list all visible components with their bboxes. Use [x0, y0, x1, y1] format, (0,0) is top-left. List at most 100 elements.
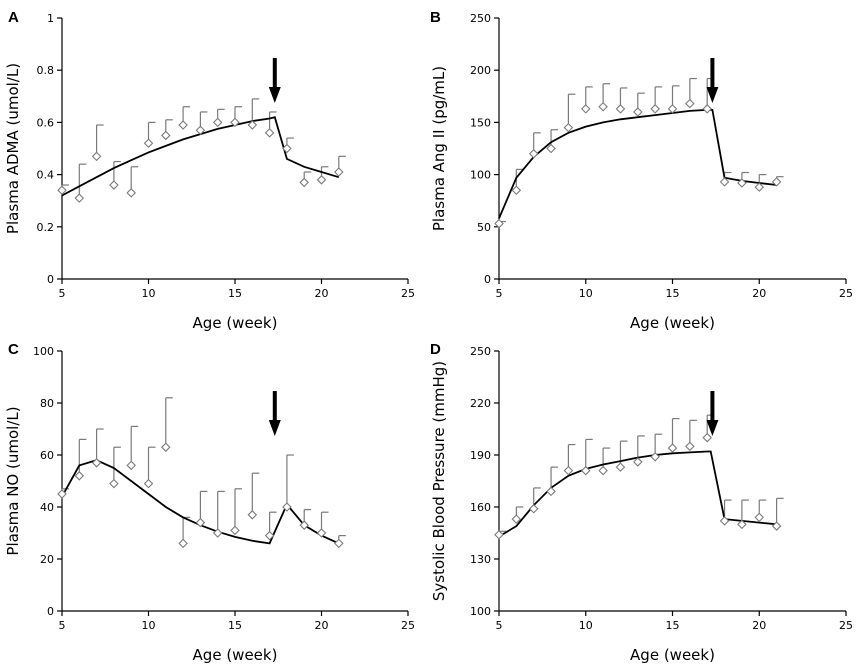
- panel-d-data-point: [546, 486, 556, 497]
- panel-d-x-tick-label: 25: [839, 619, 853, 632]
- panel-a-y-axis-title: Plasma ADMA (umol/L): [4, 63, 22, 234]
- panel-b-data-point: [771, 177, 782, 187]
- panel-b-data-point: [511, 185, 522, 196]
- panel-c-y-tick-label: 100: [33, 345, 54, 358]
- panel-a-y-tick-label: 0.6: [37, 116, 55, 129]
- panel-c-y-tick-label: 40: [40, 501, 54, 514]
- panel-a-letter: A: [8, 9, 19, 26]
- panel-b-data-point: [719, 177, 730, 187]
- panel-d-y-tick-label: 100: [470, 605, 491, 618]
- panel-c-data-point: [126, 460, 136, 471]
- panel-c-x-axis-title: Age (week): [193, 646, 278, 664]
- panel-d-data-point: [719, 516, 730, 526]
- panel-d: D 100 130 160 190 220 250 5 10 15 20 25 Age (week) Sy…: [430, 341, 853, 664]
- panel-c-y-axis-title: Plasma NO (umol/L): [4, 406, 22, 555]
- panel-b-y-axis-title: Plasma Ang II (pg/mL): [430, 66, 448, 231]
- panel-c-data-point: [57, 489, 67, 499]
- panel-a-x-tick-label: 5: [59, 287, 66, 300]
- panel-c: C 0 20 40 60 80 100 5 10 15 20 25 Age (week) Plasma N…: [4, 341, 415, 664]
- panel-c-x-tick-label: 5: [59, 619, 66, 632]
- panel-d-data-point: [598, 465, 608, 476]
- panel-b-data-point: [754, 182, 765, 192]
- panel-a-data-point: [212, 117, 223, 128]
- panel-d-data-point: [702, 432, 712, 443]
- panel-d-y-tick-label: 190: [470, 449, 491, 462]
- panel-a-x-tick-label: 20: [315, 287, 329, 300]
- panel-c-y-tick-label: 0: [47, 605, 54, 618]
- panel-c-data-point: [247, 510, 258, 520]
- panel-d-x-axis-title: Age (week): [630, 646, 715, 664]
- panel-c-data-point: [178, 538, 188, 549]
- panel-b-y-tick-label: 250: [470, 12, 491, 25]
- panel-a-y-tick-label: 0.2: [37, 221, 55, 234]
- panel-d-data-point: [615, 462, 626, 472]
- panel-c-data-point: [299, 520, 309, 530]
- panel-a-y-tick-label: 0: [47, 273, 54, 286]
- panel-d-data-point: [511, 514, 522, 524]
- panel-b-data-point: [633, 107, 643, 117]
- panel-b-data-point: [528, 148, 539, 159]
- panel-a-x-tick-label: 25: [401, 287, 415, 300]
- panel-d-letter: D: [430, 341, 441, 358]
- panel-c-y-tick-label: 20: [40, 553, 54, 566]
- panel-a-model-line: [61, 116, 340, 197]
- panel-b-data-point: [494, 218, 504, 229]
- panel-d-data-point: [650, 451, 660, 462]
- panel-d-data-point: [494, 529, 504, 540]
- panel-c-data-point: [282, 502, 292, 512]
- panel-c-letter: C: [8, 341, 19, 358]
- panel-c-data-point: [109, 478, 119, 489]
- panel-a-data-point: [282, 143, 292, 154]
- panel-c-y-tick-label: 80: [40, 397, 54, 410]
- panel-d-data-point: [771, 521, 782, 531]
- panel-b-y-tick-label: 100: [470, 169, 491, 182]
- panel-a-data-point: [91, 151, 102, 162]
- panel-a-data-point: [143, 138, 154, 149]
- panel-d-x-tick-label: 15: [666, 619, 680, 632]
- panel-b-data-point: [667, 104, 678, 114]
- panel-d-y-tick-label: 220: [470, 397, 491, 410]
- panel-d-y-tick-label: 130: [470, 553, 491, 566]
- panel-c-y-tick-label: 60: [40, 449, 54, 462]
- panel-d-x-tick-label: 20: [752, 619, 766, 632]
- panel-c-data-point: [143, 478, 154, 489]
- panel-b-y-tick-label: 50: [477, 221, 491, 234]
- panel-d-data-point: [754, 512, 765, 523]
- panel-d-data-point: [528, 503, 539, 514]
- panel-d-y-tick-label: 250: [470, 345, 491, 358]
- panel-a-data-point: [316, 175, 327, 185]
- panel-d-x-tick-label: 5: [496, 619, 503, 632]
- panel-c-data-point: [230, 525, 240, 536]
- panel-b-data-point: [615, 104, 626, 114]
- panel-b-data-point: [685, 98, 695, 109]
- panel-c-x-tick-label: 15: [228, 619, 242, 632]
- panel-a-data-point: [230, 117, 240, 128]
- panel-a-data-point: [161, 130, 171, 141]
- panel-d-data-point: [580, 465, 591, 476]
- panel-a-arrow-icon: [268, 87, 281, 103]
- panel-c-data-point: [74, 471, 85, 481]
- panel-b-data-point: [650, 104, 660, 114]
- panel-b-y-tick-label: 150: [470, 116, 491, 129]
- panel-b-data-point: [563, 122, 574, 133]
- panel-a-y-tick-label: 1: [47, 12, 54, 25]
- panel-a-y-tick-label: 0.4: [37, 169, 55, 182]
- panel-c-data-point: [316, 528, 327, 538]
- panel-a-x-axis-title: Age (week): [193, 314, 278, 332]
- panel-b-x-tick-label: 10: [579, 287, 593, 300]
- panel-a-data-point: [299, 177, 309, 188]
- panel-b-data-point: [546, 143, 556, 154]
- panel-c-data-point: [212, 528, 223, 538]
- panel-d-data-point: [563, 465, 574, 476]
- panel-c-data-point: [161, 442, 171, 452]
- panel-c-data-point: [264, 530, 275, 541]
- panel-a-data-point: [264, 128, 275, 138]
- panel-a-data-point: [57, 185, 67, 196]
- panel-a-x-tick-label: 15: [228, 287, 242, 300]
- panel-a-y-tick-label: 0.8: [37, 64, 55, 77]
- panel-a-data-point: [126, 188, 136, 198]
- panel-b-data-point: [580, 104, 591, 114]
- panel-b-arrow-icon: [706, 87, 719, 103]
- panel-b-model-line: [498, 109, 777, 219]
- panel-c-data-point: [195, 517, 206, 528]
